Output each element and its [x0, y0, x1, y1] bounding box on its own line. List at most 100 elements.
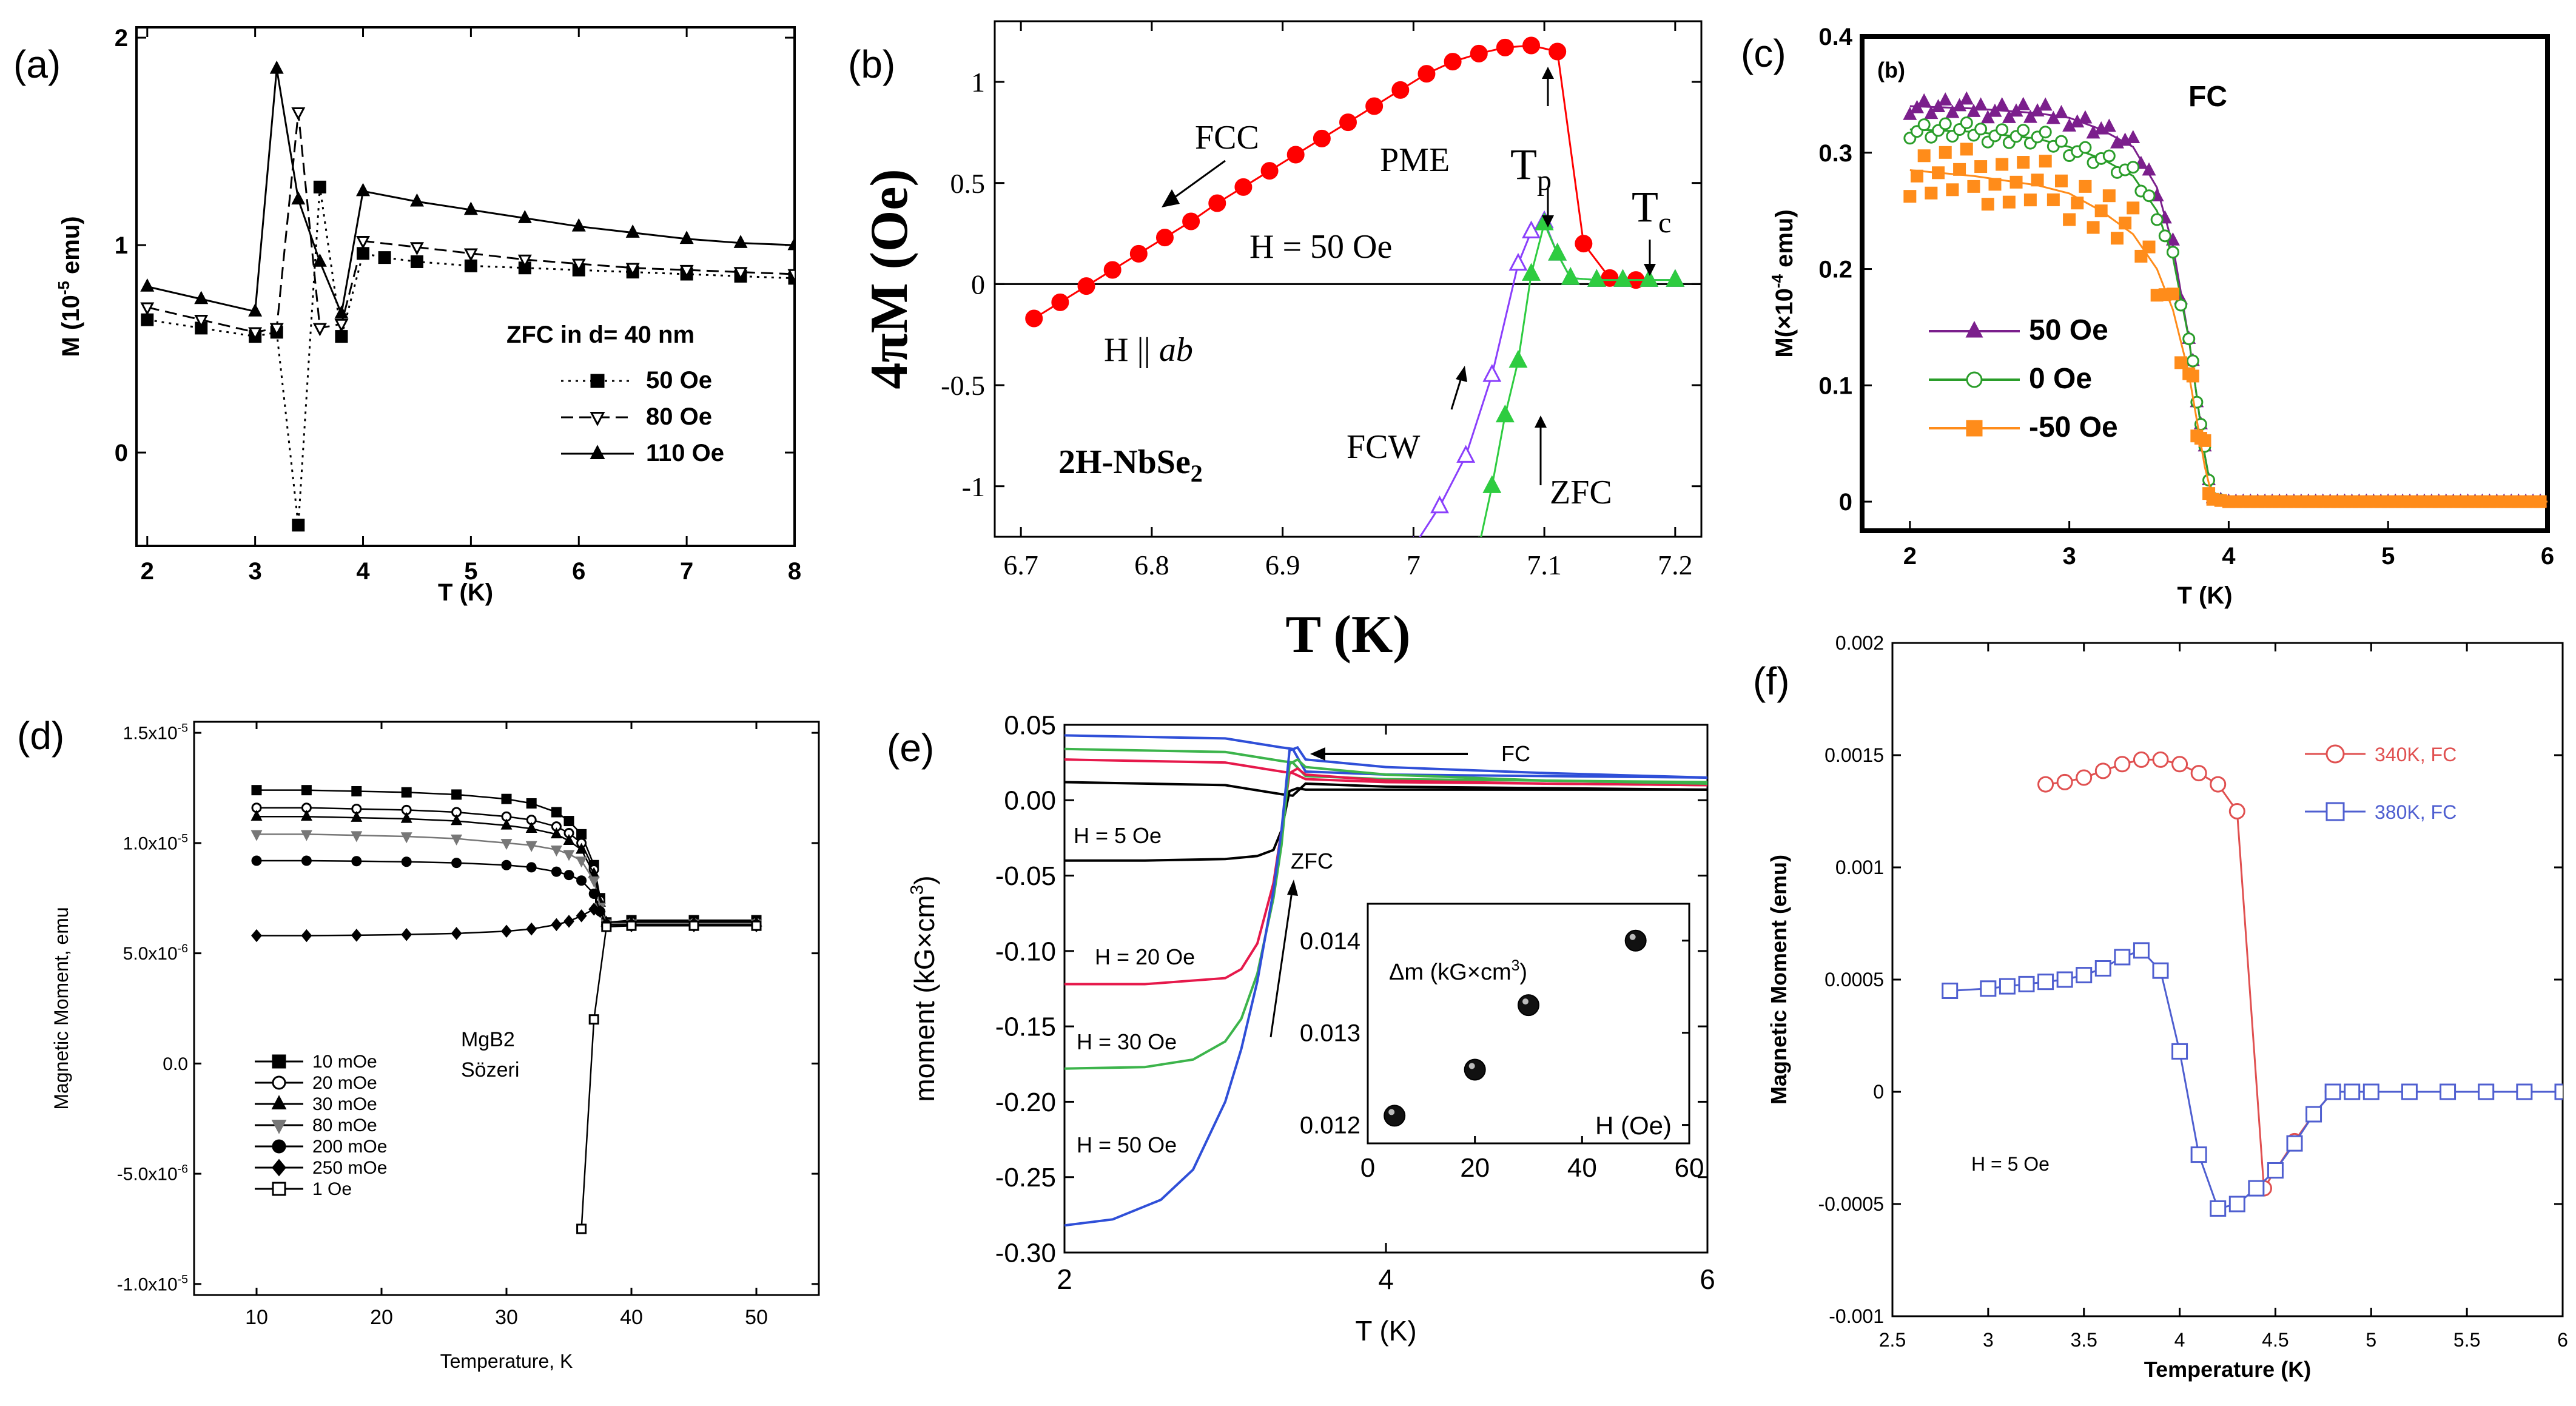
y-tick-label: 1.0x10-5 — [123, 832, 189, 853]
series-label: H = 5 Oe — [1074, 823, 1162, 848]
legend-label: 380K, FC — [2375, 801, 2457, 823]
inset-point-highlight — [1629, 933, 1636, 940]
data-point — [291, 191, 306, 205]
data-point — [351, 831, 363, 843]
y-tick-label: 0.001 — [1835, 856, 1884, 878]
data-point — [563, 850, 575, 861]
data-point — [401, 787, 412, 798]
data-point — [194, 314, 209, 328]
data-point — [588, 876, 600, 887]
x-tick-label: 20 — [370, 1306, 393, 1329]
legend-marker — [590, 445, 605, 459]
data-point — [2190, 1146, 2207, 1163]
data-point — [626, 920, 637, 931]
data-point — [451, 834, 463, 846]
data-point — [1939, 146, 1952, 159]
data-point — [1587, 269, 1606, 287]
subscript: 2 — [1191, 460, 1203, 487]
data-point — [251, 830, 263, 841]
y-tick-label: 0.3 — [1818, 140, 1852, 167]
data-point — [2037, 776, 2054, 793]
data-point — [2158, 229, 2171, 243]
x-tick-label: 6.7 — [1003, 550, 1038, 580]
series-line — [147, 187, 795, 525]
y-axis-label: Magnetic Moment (emu) — [1766, 855, 1791, 1105]
superscript: 3 — [907, 885, 927, 895]
data-point — [2554, 1083, 2563, 1100]
label-tail: emu) — [1771, 209, 1798, 274]
data-point — [1234, 178, 1253, 196]
y-tick-label: -0.0005 — [1818, 1193, 1884, 1215]
data-point — [409, 193, 424, 207]
data-point — [2002, 110, 2016, 123]
inset-data-point — [1464, 1058, 1486, 1081]
inset-x-tick-label: 60 — [1675, 1153, 1704, 1183]
data-point — [312, 253, 327, 267]
data-point — [1025, 309, 1043, 328]
data-point — [251, 785, 262, 796]
data-point — [2087, 221, 2100, 234]
data-point — [251, 810, 263, 821]
data-point — [563, 833, 575, 846]
inset-data-point — [1624, 929, 1647, 952]
legend-label: -50 Oe — [2029, 411, 2118, 443]
data-point — [2094, 762, 2111, 779]
legend-label: 30 mOe — [312, 1094, 377, 1114]
data-point — [1391, 81, 1410, 99]
data-point — [1260, 162, 1279, 180]
data-point — [2228, 1196, 2245, 1213]
legend-marker — [271, 1095, 287, 1109]
x-tick-label: 5 — [2381, 543, 2395, 570]
plot-area — [1064, 734, 1707, 1227]
data-point — [351, 929, 362, 942]
data-point — [313, 180, 326, 193]
data-point — [2009, 103, 2023, 117]
legend-marker — [272, 1054, 286, 1069]
data-point — [2267, 1162, 2284, 1179]
data-point — [576, 843, 588, 854]
data-point — [463, 248, 478, 262]
data-point — [2174, 356, 2188, 369]
data-point — [141, 313, 154, 326]
x-axis-label: T (K) — [438, 579, 493, 606]
y-tick-label: 1 — [971, 67, 985, 98]
data-point — [2016, 96, 2031, 110]
data-point — [300, 830, 312, 841]
data-point — [269, 60, 284, 74]
panel-label: (a) — [13, 42, 61, 86]
data-point — [1482, 364, 1502, 382]
data-point — [563, 915, 574, 928]
chart-title: FC — [2188, 81, 2227, 113]
annotation-line-1: MgB2 — [461, 1028, 515, 1051]
data-point — [1208, 194, 1226, 212]
inset-point-highlight — [1388, 1109, 1395, 1115]
data-point — [501, 859, 512, 870]
data-point — [1051, 293, 1069, 311]
arrowhead-tp-down — [1542, 215, 1554, 227]
x-tick-label: 2 — [1057, 1263, 1072, 1295]
data-point — [2166, 288, 2179, 301]
data-point — [501, 793, 512, 804]
data-point — [351, 785, 362, 796]
x-axis-label: T (K) — [1285, 605, 1410, 664]
data-point — [1953, 163, 1966, 176]
legend-label: 0 Oe — [2029, 363, 2092, 395]
label-tail: emu) — [58, 216, 84, 281]
data-point — [788, 272, 795, 285]
subscript: p — [1537, 164, 1552, 197]
data-point — [1959, 91, 1974, 105]
annotation-fc: FC — [1501, 741, 1530, 766]
data-point — [1430, 495, 1450, 514]
y-tick-label: 1.5x10-5 — [123, 722, 189, 744]
data-point — [251, 929, 262, 943]
x-axis-label: T (K) — [1355, 1315, 1416, 1347]
data-point — [2534, 495, 2547, 508]
data-point — [409, 242, 424, 256]
y-tick-label: -5.0x10-6 — [117, 1163, 188, 1185]
x-tick-label: 6 — [2557, 1329, 2568, 1351]
superscript: -4 — [1768, 274, 1786, 288]
data-point — [2009, 175, 2023, 189]
data-point — [2114, 756, 2131, 773]
annotation-field: H = 50 Oe — [1249, 228, 1392, 266]
data-point — [2102, 118, 2116, 132]
